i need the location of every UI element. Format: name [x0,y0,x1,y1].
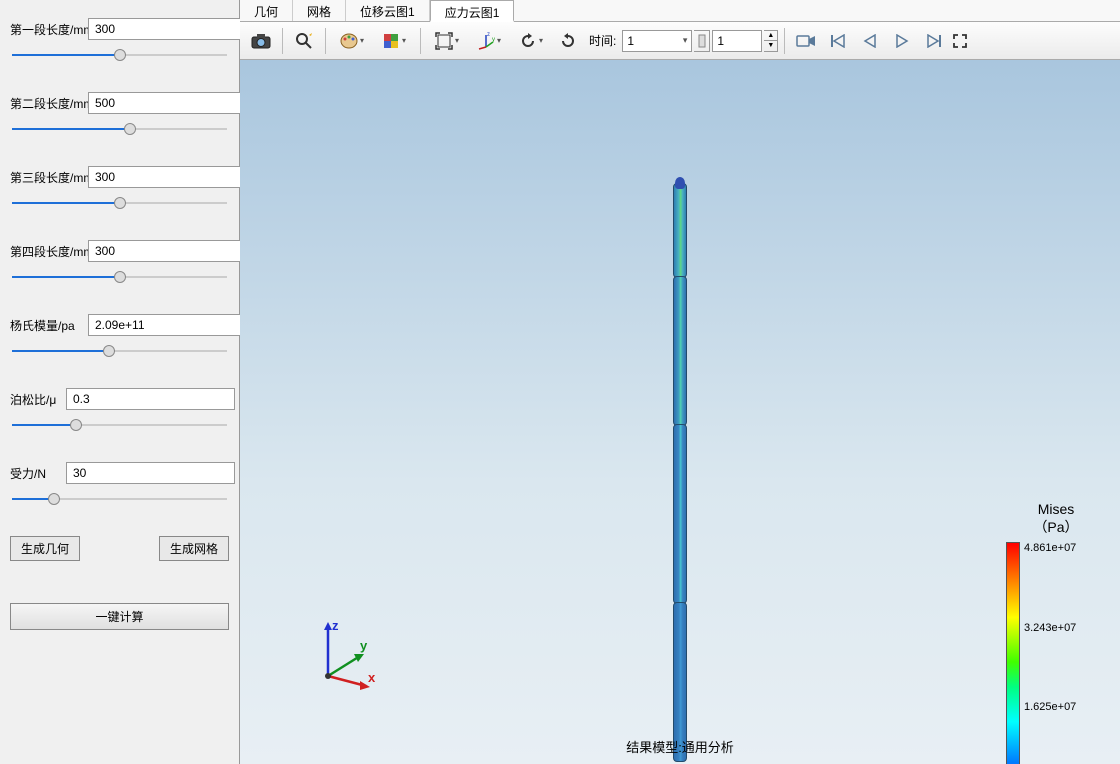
camera-icon[interactable] [246,27,276,55]
time-slider-handle[interactable] [694,30,710,52]
param-input-1[interactable] [88,92,257,114]
param-slider-3[interactable] [10,268,229,286]
param-group-0: 第一段长度/mm [10,18,229,64]
legend-tick: 4.861e+07 [1024,542,1076,554]
legend-title: Mises（Pa） [1006,500,1106,536]
legend-colorbar [1006,542,1020,764]
param-group-4: 杨氏模量/pa [10,314,229,360]
play-icon[interactable] [887,27,917,55]
geom-mesh-row: 生成几何 生成网格 [10,536,229,561]
color-legend: Mises（Pa） 4.861e+073.243e+071.625e+076.4… [1006,500,1106,764]
legend-tick: 1.625e+07 [1024,701,1076,713]
param-input-5[interactable] [66,388,235,410]
param-slider-4[interactable] [10,342,229,360]
tab-2[interactable]: 位移云图1 [346,0,430,21]
time-select[interactable]: 1 [622,30,692,52]
param-group-1: 第二段长度/mm [10,92,229,138]
palette-icon[interactable] [332,27,372,55]
svg-text:z: z [487,32,490,38]
param-group-5: 泊松比/μ [10,388,229,434]
param-input-3[interactable] [88,240,257,262]
axis-triad: z y x [310,614,390,694]
spin-down-icon[interactable]: ▼ [764,41,777,51]
param-label: 泊松比/μ [10,391,60,408]
param-group-3: 第四段长度/mm [10,240,229,286]
frame-spinner[interactable]: 1 [712,30,762,52]
next-frame-icon[interactable] [919,27,949,55]
toolbar: zy 时间: 1 1 ▲ ▼ [240,22,1120,60]
svg-text:y: y [492,37,495,43]
param-group-2: 第三段长度/mm [10,166,229,212]
param-slider-5[interactable] [10,416,229,434]
param-group-6: 受力/N [10,462,229,508]
rotate-cw-icon[interactable] [553,27,583,55]
param-label: 第三段长度/mm [10,169,82,186]
tab-3[interactable]: 应力云图1 [430,0,515,22]
param-label: 第二段长度/mm [10,95,82,112]
param-input-4[interactable] [88,314,257,336]
record-icon[interactable] [791,27,821,55]
svg-text:z: z [332,618,339,633]
legend-tick: 3.243e+07 [1024,622,1076,634]
time-label: 时间: [589,32,616,49]
param-input-6[interactable] [66,462,235,484]
svg-text:y: y [360,638,368,653]
param-label: 第一段长度/mm [10,21,82,38]
tab-0[interactable]: 几何 [240,0,293,21]
param-input-0[interactable] [88,18,257,40]
param-label: 第四段长度/mm [10,243,82,260]
param-slider-6[interactable] [10,490,229,508]
cube-icon[interactable] [374,27,414,55]
fit-icon[interactable] [427,27,467,55]
zoom-icon[interactable] [289,27,319,55]
rotate-ccw-icon[interactable] [511,27,551,55]
tabs: 几何网格位移云图1应力云图1 [240,0,1120,22]
calculate-button[interactable]: 一键计算 [10,603,229,630]
expand-icon[interactable] [951,27,969,55]
calc-row: 一键计算 [10,603,229,630]
generate-mesh-button[interactable]: 生成网格 [159,536,229,561]
param-input-2[interactable] [88,166,257,188]
tab-1[interactable]: 网格 [293,0,346,21]
first-frame-icon[interactable] [823,27,853,55]
viewport[interactable]: z y x 结果模型:通用分析 Mises（Pa） 4.861e+07 3.243… [240,60,1120,764]
svg-text:x: x [368,670,376,685]
result-label: 结果模型:通用分析 [626,737,734,756]
generate-geometry-button[interactable]: 生成几何 [10,536,80,561]
sidebar: 第一段长度/mm 第二段长度/mm 第三段长度/mm 第四段长度/mm [0,0,240,764]
param-label: 杨氏模量/pa [10,317,82,334]
param-slider-0[interactable] [10,46,229,64]
spin-up-icon[interactable]: ▲ [764,31,777,42]
param-slider-1[interactable] [10,120,229,138]
result-rod [673,185,687,764]
param-slider-2[interactable] [10,194,229,212]
param-label: 受力/N [10,465,60,482]
axis-view-icon[interactable]: zy [469,27,509,55]
main-area: 几何网格位移云图1应力云图1 zy 时间: 1 [240,0,1120,764]
prev-frame-icon[interactable] [855,27,885,55]
